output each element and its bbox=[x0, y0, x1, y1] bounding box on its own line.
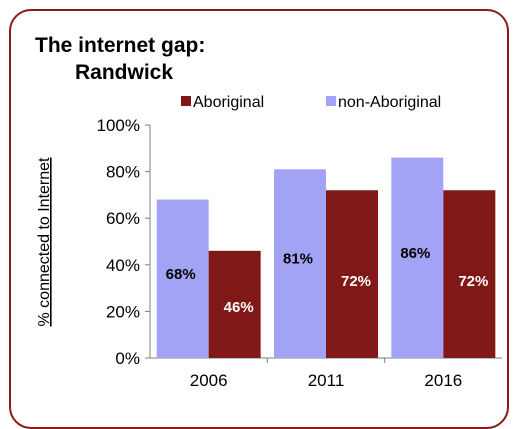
y-tick-label: 60% bbox=[106, 209, 140, 228]
x-tick-label: 2011 bbox=[308, 371, 345, 390]
legend-swatch bbox=[181, 96, 191, 106]
data-label: 81% bbox=[283, 251, 313, 268]
bars bbox=[156, 157, 496, 358]
y-tick-label: 100% bbox=[97, 116, 140, 135]
y-tick-label: 40% bbox=[106, 256, 140, 275]
legend-label: non-Aboriginal bbox=[338, 94, 441, 111]
x-tick-label: 2016 bbox=[424, 371, 462, 390]
y-axis-label: % connected to Internet bbox=[36, 157, 53, 327]
y-tick-label: 80% bbox=[106, 163, 140, 182]
bar-chart: Aboriginal non-Aboriginal 0% 20% 40% 60% 80% 1… bbox=[36, 94, 502, 390]
x-tick-label: 2006 bbox=[190, 371, 228, 390]
bar-aboriginal-2006 bbox=[208, 250, 261, 358]
y-axis: 0% 20% 40% 60% 80% 100% bbox=[97, 116, 151, 368]
data-label: 46% bbox=[224, 299, 254, 316]
legend-label: Aboriginal bbox=[193, 94, 264, 111]
bar-non-aboriginal-2016 bbox=[391, 157, 444, 358]
bar-non-aboriginal-2006 bbox=[156, 199, 209, 358]
legend-swatch bbox=[326, 96, 336, 106]
y-tick-label: 20% bbox=[106, 302, 140, 321]
legend: Aboriginal non-Aboriginal bbox=[181, 94, 441, 111]
data-label: 72% bbox=[458, 273, 488, 290]
chart-title: The internet gap: Randwick bbox=[35, 32, 205, 86]
bar-aboriginal-2011 bbox=[326, 190, 378, 358]
chart-title-line2: Randwick bbox=[75, 61, 174, 84]
chart-title-line1: The internet gap: bbox=[35, 34, 206, 57]
data-label: 68% bbox=[166, 266, 196, 283]
bar-non-aboriginal-2011 bbox=[274, 169, 326, 358]
y-tick-label: 0% bbox=[115, 349, 140, 368]
data-labels: 68% 46% 81% 72% 86% 72% bbox=[166, 245, 489, 316]
bar-aboriginal-2016 bbox=[443, 190, 496, 358]
data-label: 72% bbox=[341, 273, 371, 290]
x-axis: 2006 2011 2016 bbox=[150, 357, 502, 390]
data-label: 86% bbox=[400, 245, 430, 262]
